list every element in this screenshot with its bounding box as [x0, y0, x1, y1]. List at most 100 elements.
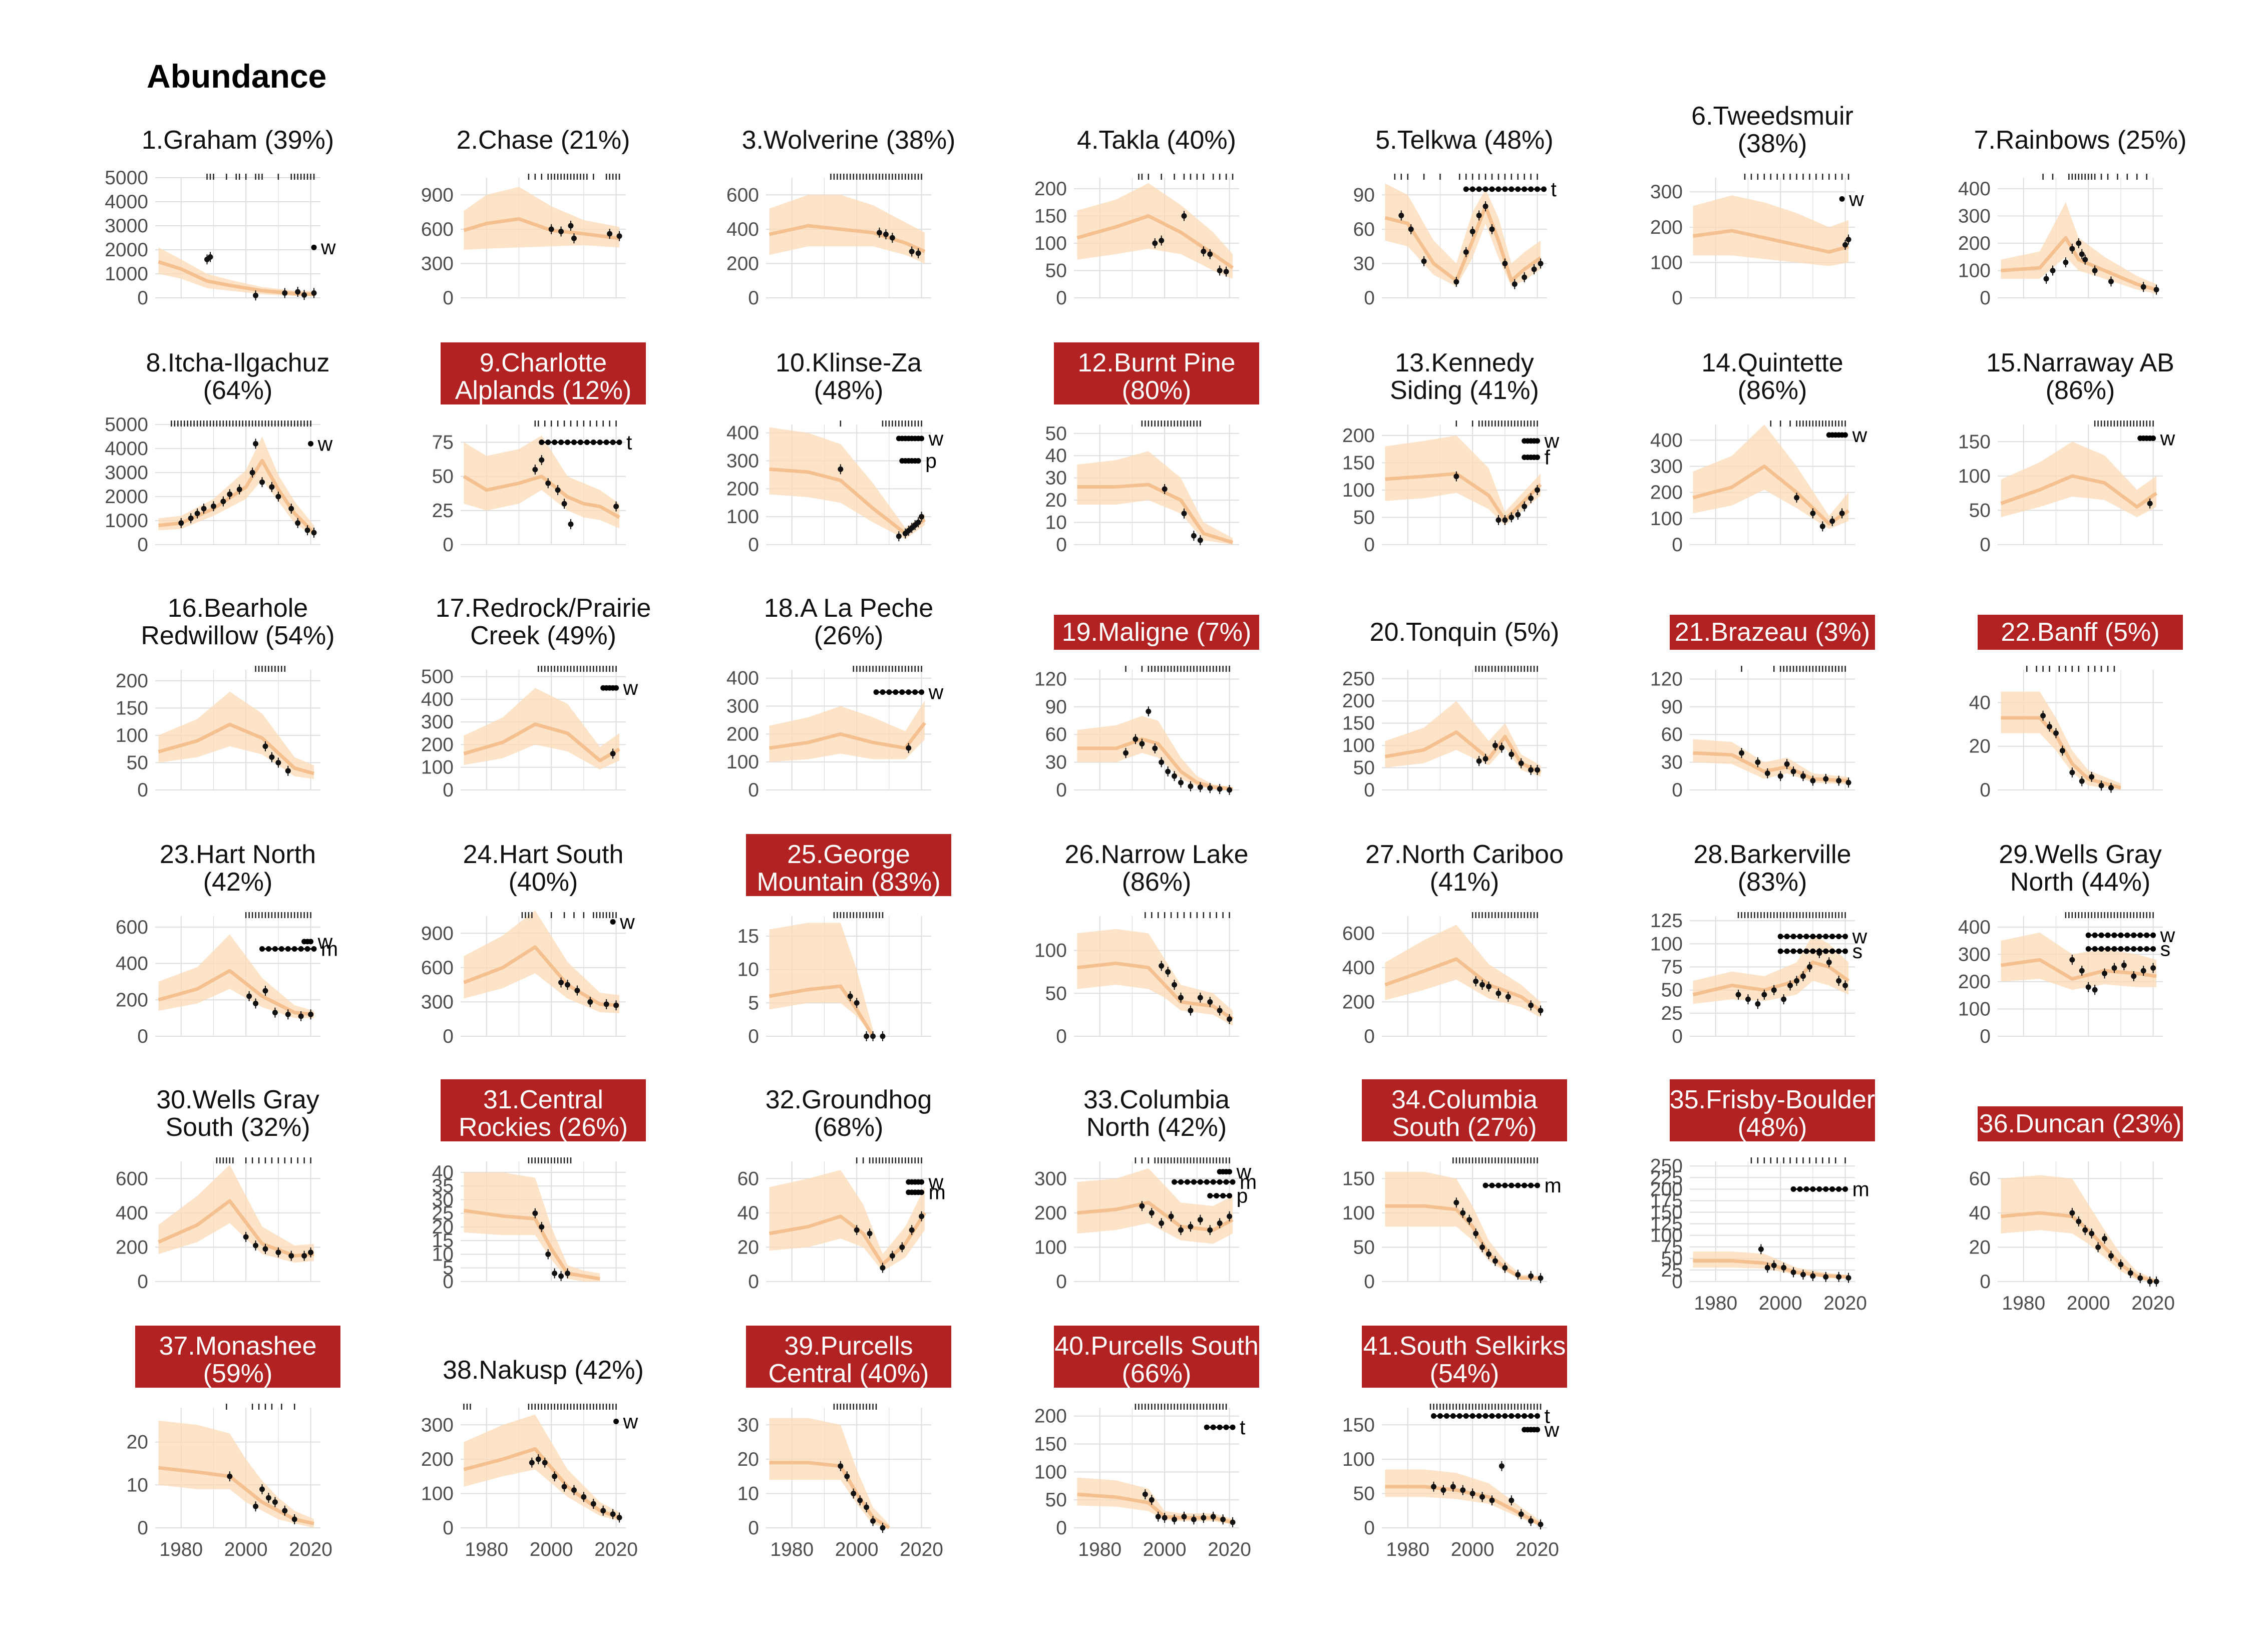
- trend-line: [1077, 1200, 1234, 1232]
- data-point: [889, 1253, 895, 1259]
- x-tick-label: 2000: [1759, 1293, 1802, 1314]
- y-tick-label: 3000: [105, 215, 148, 237]
- data-point: [610, 751, 616, 757]
- treatment-label: p: [1237, 1184, 1248, 1207]
- y-tick-label: 400: [726, 423, 759, 444]
- data-point: [304, 527, 310, 533]
- confidence-band: [1385, 435, 1541, 526]
- data-point: [249, 470, 255, 476]
- y-tick-label: 5000: [105, 414, 148, 436]
- data-point: [603, 1001, 609, 1007]
- y-tick-label: 30: [1661, 752, 1683, 773]
- confidence-band: [2001, 932, 2157, 990]
- data-point: [1476, 758, 1482, 764]
- data-point: [301, 292, 307, 298]
- panel-title: 32.Groundhog: [766, 1085, 932, 1114]
- data-point: [1152, 240, 1158, 246]
- y-tick-label: 0: [1056, 534, 1067, 556]
- data-point: [838, 1463, 844, 1469]
- panel-title: 3.Wolverine (38%): [742, 126, 956, 155]
- trend-line: [1385, 472, 1542, 522]
- data-point: [2147, 1279, 2153, 1285]
- data-point: [1492, 1258, 1498, 1264]
- data-point: [1149, 1497, 1155, 1503]
- data-point: [1502, 1265, 1508, 1271]
- flag-box: [1054, 615, 1259, 650]
- data-point: [571, 235, 577, 241]
- y-tick-label: 60: [1969, 1168, 1991, 1189]
- y-tick-label: 0: [1056, 779, 1067, 801]
- flag-box: [1670, 615, 1875, 650]
- y-tick-label: 200: [421, 1449, 454, 1470]
- data-point: [1771, 987, 1777, 993]
- data-point: [1758, 1246, 1764, 1252]
- data-point: [854, 1227, 860, 1233]
- data-point: [253, 292, 259, 298]
- panel-title: South (27%): [1392, 1113, 1537, 1142]
- data-point: [288, 1253, 294, 1259]
- panel-title: 16.Bearhole: [168, 594, 308, 623]
- data-point: [1431, 1484, 1437, 1490]
- confidence-band: [2001, 442, 2157, 518]
- flag-box: [746, 1326, 951, 1388]
- y-tick-label: 0: [1980, 1026, 1991, 1047]
- data-point: [1764, 1265, 1770, 1271]
- data-point: [1217, 267, 1223, 273]
- y-tick-label: 200: [726, 478, 759, 500]
- data-point: [1764, 770, 1770, 776]
- panel-title: (86%): [2046, 376, 2115, 405]
- y-tick-label: 90: [1353, 184, 1375, 206]
- data-point: [285, 1011, 291, 1017]
- data-point: [1146, 708, 1152, 714]
- y-tick-label: 300: [421, 711, 454, 733]
- data-point: [1771, 1263, 1777, 1269]
- data-point: [1482, 203, 1488, 209]
- data-point: [2140, 968, 2146, 974]
- data-point: [2147, 501, 2153, 507]
- data-point: [1790, 768, 1796, 774]
- data-point: [227, 1473, 233, 1479]
- data-point: [1159, 963, 1165, 969]
- y-tick-label: 250: [1342, 668, 1375, 690]
- y-tick-label: 100: [1650, 933, 1683, 955]
- y-tick-label: 50: [1353, 1236, 1375, 1258]
- panel-37: 0 10 20 37.Monashee(59%) 1980 2000 2020: [127, 1326, 340, 1560]
- treatment-label: m: [929, 1181, 946, 1204]
- data-point: [558, 1273, 564, 1279]
- treatment-label: t: [1551, 178, 1557, 201]
- y-tick-label: 100: [1342, 1202, 1375, 1224]
- data-point: [1845, 779, 1851, 785]
- data-point: [301, 1253, 307, 1259]
- data-point: [1781, 1265, 1787, 1271]
- y-tick-label: 400: [1650, 430, 1683, 451]
- confidence-band: [1077, 929, 1233, 1026]
- y-tick-label: 75: [432, 432, 454, 453]
- data-point: [1528, 1002, 1534, 1008]
- data-point: [1201, 248, 1207, 254]
- y-tick-label: 600: [1342, 923, 1375, 944]
- y-tick-label: 900: [421, 923, 454, 944]
- data-point: [870, 1033, 876, 1039]
- data-point: [545, 1251, 551, 1257]
- data-point: [1755, 759, 1761, 765]
- panel-title: 7.Rainbows (25%): [1974, 126, 2187, 155]
- data-point: [1538, 1008, 1544, 1014]
- panel-title: 30.Wells Gray: [156, 1085, 319, 1114]
- data-point: [1123, 750, 1129, 756]
- data-point: [548, 226, 554, 232]
- data-point: [1230, 1519, 1236, 1525]
- data-point: [2085, 984, 2091, 990]
- flag-box: [441, 1079, 646, 1141]
- data-point: [2043, 276, 2049, 282]
- y-tick-label: 100: [1958, 260, 1991, 281]
- data-point: [1535, 767, 1541, 773]
- data-point: [880, 1033, 886, 1039]
- y-tick-label: 400: [726, 219, 759, 240]
- data-point: [2098, 782, 2104, 788]
- data-point: [282, 1508, 288, 1514]
